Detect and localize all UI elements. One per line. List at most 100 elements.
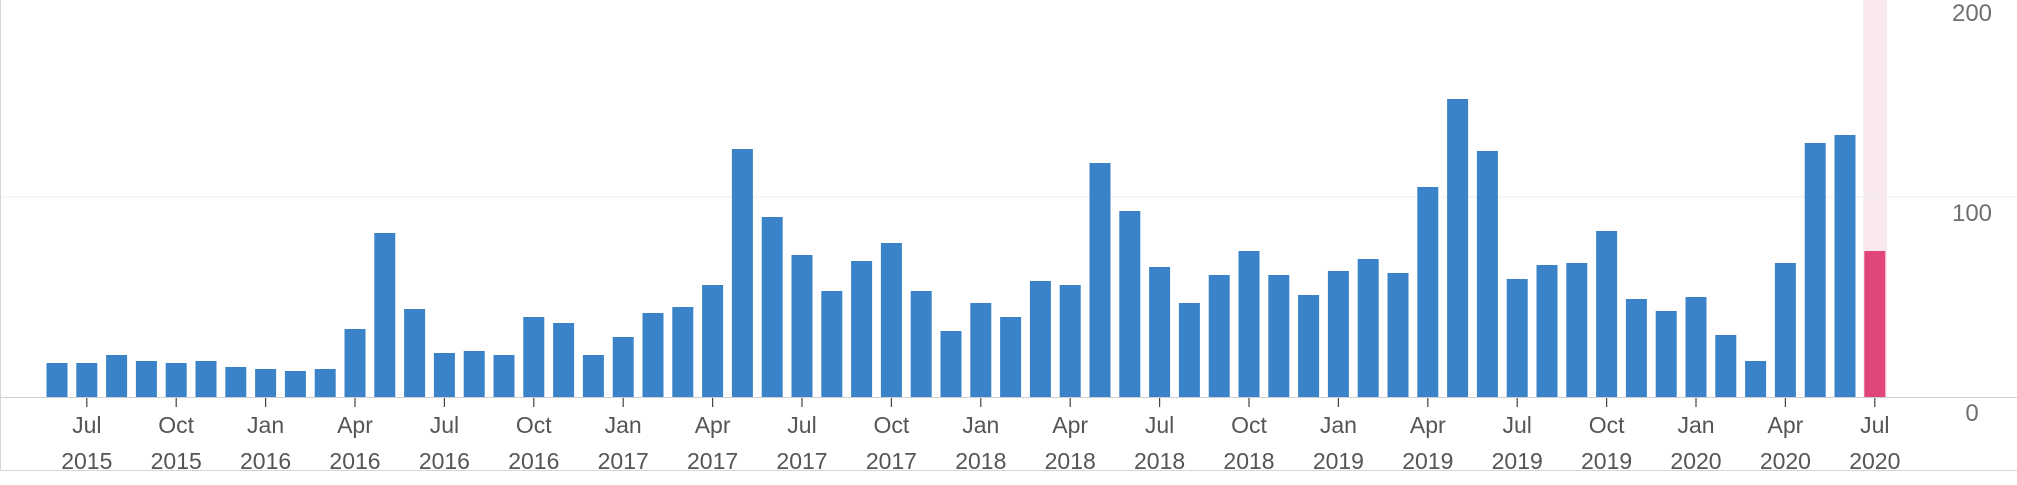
- bar-2016-10[interactable]: [523, 317, 545, 397]
- bar-2017-11[interactable]: [910, 291, 932, 397]
- bar-2016-11[interactable]: [553, 323, 575, 397]
- bar-2016-03[interactable]: [314, 369, 336, 397]
- bar-2020-05[interactable]: [1804, 143, 1826, 397]
- bar-2016-06[interactable]: [404, 309, 426, 397]
- bar-2019-03[interactable]: [1387, 273, 1409, 397]
- bar-2017-01[interactable]: [612, 337, 634, 397]
- bar-2016-04[interactable]: [344, 329, 366, 397]
- bar-2015-09[interactable]: [135, 361, 157, 397]
- x-tick-year-2015-10: 2015: [151, 448, 202, 474]
- bar-2018-03[interactable]: [1029, 281, 1051, 397]
- x-tick-year-2020-01: 2020: [1670, 448, 1721, 474]
- bar-2018-11[interactable]: [1268, 275, 1290, 397]
- bar-2019-06[interactable]: [1476, 151, 1498, 397]
- bar-2016-07[interactable]: [433, 353, 455, 397]
- x-tick-layer: Jul 2015 Oct 2015 Jan 2016 Apr 2016 Jul 2016 Oct 20…: [61, 398, 1900, 474]
- bar-2018-12[interactable]: [1298, 295, 1320, 397]
- bar-2019-08[interactable]: [1536, 265, 1558, 397]
- bar-2017-09[interactable]: [851, 261, 873, 397]
- bar-2019-11[interactable]: [1625, 299, 1647, 397]
- bar-2020-03[interactable]: [1745, 361, 1767, 397]
- x-tick-year-2019-04: 2019: [1402, 448, 1453, 474]
- x-tick-year-2016-04: 2016: [329, 448, 380, 474]
- gridline-layer: [0, 0, 2017, 471]
- bar-2015-08[interactable]: [106, 355, 128, 397]
- bar-2015-06[interactable]: [46, 363, 68, 397]
- bar-2019-01[interactable]: [1327, 271, 1349, 397]
- bar-2020-07[interactable]: [1864, 251, 1886, 397]
- bar-2018-02[interactable]: [1000, 317, 1022, 397]
- x-tick-year-2019-01: 2019: [1313, 448, 1364, 474]
- x-tick-month-2015-07: Jul: [72, 412, 101, 438]
- y-tick-label-200: 200: [1952, 0, 1992, 27]
- bar-2017-07[interactable]: [791, 255, 813, 397]
- x-tick-month-2016-01: Jan: [247, 412, 284, 438]
- bar-2019-10[interactable]: [1596, 231, 1618, 397]
- x-tick-year-2017-10: 2017: [866, 448, 917, 474]
- bar-2015-07[interactable]: [76, 363, 98, 397]
- x-tick-year-2019-10: 2019: [1581, 448, 1632, 474]
- x-tick-month-2017-10: Oct: [874, 412, 910, 438]
- bar-2018-10[interactable]: [1238, 251, 1260, 397]
- bar-2018-05[interactable]: [1089, 163, 1111, 397]
- x-tick-month-2018-04: Apr: [1052, 412, 1088, 438]
- x-tick-month-2020-04: Apr: [1768, 412, 1804, 438]
- bar-2016-02[interactable]: [284, 371, 306, 397]
- bar-2017-02[interactable]: [642, 313, 664, 397]
- bar-2016-12[interactable]: [582, 355, 604, 397]
- bar-2018-07[interactable]: [1149, 267, 1171, 397]
- bar-2017-04[interactable]: [702, 285, 724, 397]
- bar-2015-10[interactable]: [165, 363, 187, 397]
- x-tick-month-2016-10: Oct: [516, 412, 552, 438]
- bar-2017-08[interactable]: [821, 291, 843, 397]
- bar-2017-10[interactable]: [880, 243, 902, 397]
- x-tick-year-2017-04: 2017: [687, 448, 738, 474]
- y-tick-label-0: 0: [1965, 400, 1978, 427]
- x-tick-month-2019-10: Oct: [1589, 412, 1625, 438]
- bar-2018-09[interactable]: [1208, 275, 1230, 397]
- bar-2019-09[interactable]: [1566, 263, 1588, 397]
- x-tick-month-2016-07: Jul: [430, 412, 459, 438]
- bar-2018-01[interactable]: [970, 303, 992, 397]
- bar-2020-06[interactable]: [1834, 135, 1856, 397]
- x-tick-year-2016-10: 2016: [508, 448, 559, 474]
- bar-2015-12[interactable]: [225, 367, 247, 397]
- bar-2016-01[interactable]: [255, 369, 277, 397]
- bar-2019-02[interactable]: [1357, 259, 1379, 397]
- bar-2019-07[interactable]: [1506, 279, 1528, 397]
- x-tick-year-2017-01: 2017: [598, 448, 649, 474]
- x-tick-month-2017-01: Jan: [605, 412, 642, 438]
- bar-2019-12[interactable]: [1655, 311, 1677, 397]
- bar-2020-02[interactable]: [1715, 335, 1737, 397]
- bar-2017-12[interactable]: [940, 331, 962, 397]
- bar-2018-06[interactable]: [1119, 211, 1141, 397]
- bar-2016-05[interactable]: [374, 233, 396, 397]
- x-tick-year-2016-01: 2016: [240, 448, 291, 474]
- x-tick-year-2020-04: 2020: [1760, 448, 1811, 474]
- bar-2020-04[interactable]: [1774, 263, 1796, 397]
- bar-2020-01[interactable]: [1685, 297, 1707, 397]
- x-tick-month-2017-04: Apr: [695, 412, 731, 438]
- x-tick-month-2018-07: Jul: [1145, 412, 1174, 438]
- bar-2019-05[interactable]: [1447, 99, 1469, 397]
- bar-2015-11[interactable]: [195, 361, 217, 397]
- x-tick-month-2020-07: Jul: [1860, 412, 1889, 438]
- x-tick-month-2018-10: Oct: [1231, 412, 1267, 438]
- x-tick-year-2015-07: 2015: [61, 448, 112, 474]
- x-tick-year-2018-04: 2018: [1045, 448, 1096, 474]
- bar-2018-08[interactable]: [1178, 303, 1200, 397]
- y-axis-labels: 0 100 200: [1952, 0, 1992, 427]
- bar-2017-06[interactable]: [761, 217, 783, 397]
- bar-2016-09[interactable]: [493, 355, 515, 397]
- bar-2017-05[interactable]: [731, 149, 753, 397]
- bar-2019-04[interactable]: [1417, 187, 1439, 397]
- x-tick-month-2019-04: Apr: [1410, 412, 1446, 438]
- x-tick-year-2020-07: 2020: [1849, 448, 1900, 474]
- x-tick-year-2018-10: 2018: [1223, 448, 1274, 474]
- bar-2017-03[interactable]: [672, 307, 694, 397]
- x-tick-month-2015-10: Oct: [158, 412, 194, 438]
- bar-2018-04[interactable]: [1059, 285, 1081, 397]
- bar-layer: [46, 99, 1886, 397]
- bar-2016-08[interactable]: [463, 351, 485, 397]
